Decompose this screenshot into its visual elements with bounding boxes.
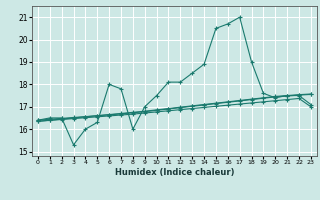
X-axis label: Humidex (Indice chaleur): Humidex (Indice chaleur) xyxy=(115,168,234,177)
